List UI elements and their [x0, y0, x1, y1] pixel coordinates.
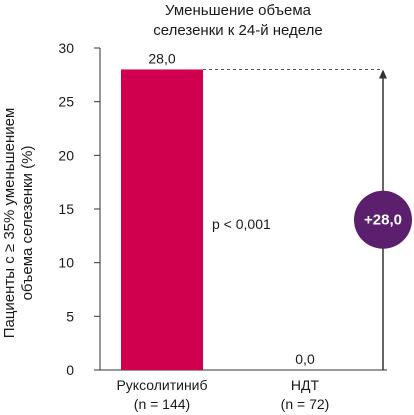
data-label-1: 28,0 — [148, 50, 175, 66]
y-tick-label: 5 — [66, 308, 74, 324]
difference-badge — [354, 190, 412, 249]
x-category-label-2: НДТ — [291, 377, 320, 393]
y-tick-label: 0 — [66, 362, 74, 378]
bars: 28,0 Руксолитиниб (n = 144) 0,0 НДТ (n = 72) — [116, 50, 329, 412]
x-category-label-1: Руксолитиниб — [116, 377, 207, 393]
difference-arrow-head — [379, 69, 387, 79]
data-label-2: 0,0 — [295, 351, 315, 367]
y-axis-label-line-2: объема селезенки (%) — [19, 146, 36, 301]
y-tick-label: 10 — [58, 255, 74, 271]
y-tick-label: 15 — [58, 201, 74, 217]
y-tick-label: 20 — [58, 147, 74, 163]
bar-1 — [121, 69, 203, 370]
axes: 0 5 10 15 20 25 30 — [58, 40, 387, 378]
chart-title-line-1: Уменьшение объема — [165, 2, 312, 19]
chart-title-line-2: селезенки к 24-й неделе — [153, 22, 323, 39]
x-category-n-2: (n = 72) — [281, 396, 330, 412]
y-tick-label: 25 — [58, 94, 74, 110]
y-tick-label: 30 — [58, 40, 74, 56]
x-category-n-1: (n = 144) — [134, 396, 190, 412]
y-axis-label-line-1: Пациенты с ≥ 35% уменьшением — [1, 108, 18, 339]
difference-label: +28,0 — [364, 212, 402, 229]
annotations: p < 0,001 +28,0 — [203, 68, 412, 370]
p-value-label: p < 0,001 — [212, 216, 271, 232]
